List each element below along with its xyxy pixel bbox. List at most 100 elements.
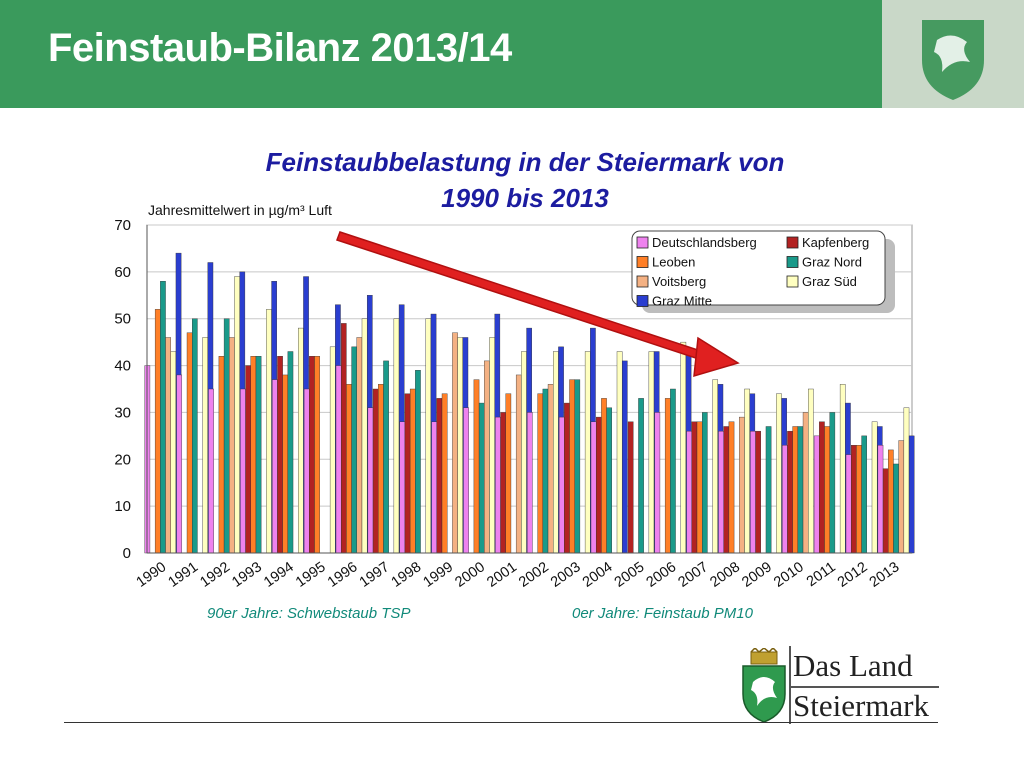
bar <box>739 416 745 554</box>
x-tick-label: 2008 <box>707 559 743 591</box>
bar <box>670 388 676 554</box>
bar <box>569 379 575 554</box>
bar <box>861 435 867 554</box>
y-tick-label: 0 <box>123 545 131 562</box>
bar <box>797 426 804 554</box>
bar <box>574 379 581 554</box>
bar <box>346 384 352 554</box>
bar <box>415 370 421 554</box>
bar <box>165 337 171 554</box>
bar <box>648 351 655 554</box>
brand-line-2: Steiermark <box>793 688 930 723</box>
bar <box>845 454 852 554</box>
bar <box>664 398 671 554</box>
bar <box>702 412 708 554</box>
styrian-coat-of-arms-icon <box>742 648 786 723</box>
bar <box>351 346 357 554</box>
bar <box>584 351 591 554</box>
bar <box>457 337 464 554</box>
bar <box>616 351 623 554</box>
bar <box>266 309 272 554</box>
bar <box>871 421 878 554</box>
bar <box>515 374 522 554</box>
bar <box>335 365 342 554</box>
bar <box>340 323 347 554</box>
x-tick-label: 2013 <box>867 559 903 591</box>
bar <box>888 449 894 554</box>
bar <box>601 398 607 554</box>
bar <box>298 327 304 554</box>
bar <box>564 402 570 554</box>
bar <box>309 356 315 554</box>
bar <box>606 407 612 554</box>
bar <box>367 407 374 554</box>
legend-swatch <box>636 295 649 307</box>
bar <box>277 356 283 554</box>
x-tick-label: 1995 <box>293 559 329 591</box>
bar <box>425 318 432 554</box>
x-tick-label: 1996 <box>325 559 361 591</box>
legend-swatch <box>636 275 649 288</box>
legend-swatch <box>786 256 799 268</box>
legend-swatch <box>786 275 799 288</box>
y-tick-label: 30 <box>114 404 131 421</box>
x-tick-label: 1993 <box>229 559 265 591</box>
y-tick-label: 20 <box>114 451 131 468</box>
x-tick-label: 2004 <box>580 559 616 591</box>
bar <box>792 426 799 554</box>
bar <box>787 430 793 554</box>
bar <box>473 379 480 554</box>
footer-divider <box>64 722 938 723</box>
bar <box>329 346 336 554</box>
bar <box>595 416 602 554</box>
x-tick-label: 2010 <box>771 559 807 591</box>
bar <box>627 421 634 554</box>
legend-label: Leoben <box>652 255 695 270</box>
bar <box>255 356 262 554</box>
bar <box>824 426 830 554</box>
bar <box>409 388 416 554</box>
legend-swatch <box>786 236 799 249</box>
bar <box>160 281 166 554</box>
bar <box>813 435 820 554</box>
bar <box>372 388 379 554</box>
bar <box>202 337 209 554</box>
x-tick-label: 1994 <box>261 559 297 591</box>
bar <box>542 388 549 554</box>
slide-title: Feinstaub-Bilanz 2013/14 <box>48 26 512 70</box>
brand-line-1: Das Land <box>793 648 913 683</box>
bar <box>802 412 809 554</box>
x-tick-label: 2006 <box>644 559 680 591</box>
bar <box>176 374 183 554</box>
footnote-right: 0er Jahre: Feinstaub PM10 <box>572 605 753 622</box>
chart-title: Feinstaubbelastung in der Steiermark von… <box>160 144 890 216</box>
bar <box>839 384 846 554</box>
bar <box>750 430 756 554</box>
legend-box <box>631 230 886 306</box>
bar <box>484 360 490 554</box>
legend-label: Voitsberg <box>652 274 706 289</box>
bar <box>728 421 735 554</box>
legend-label: Graz Mitte <box>652 294 712 309</box>
bar <box>303 388 310 554</box>
bar <box>776 393 782 554</box>
bar <box>452 332 458 554</box>
bar <box>877 445 884 554</box>
bar <box>882 468 889 554</box>
bar <box>903 407 910 554</box>
bar <box>893 463 899 554</box>
x-tick-label: 2002 <box>516 559 552 591</box>
title-bar: Feinstaub-Bilanz 2013/14 <box>0 0 882 108</box>
x-tick-label: 2009 <box>739 559 775 591</box>
legend-label: Graz Nord <box>802 255 862 270</box>
bar <box>287 351 294 554</box>
bar <box>898 440 905 554</box>
legend-label: Kapfenberg <box>802 235 869 250</box>
bar <box>718 430 724 554</box>
bar <box>399 421 406 554</box>
bar <box>696 421 703 554</box>
bar <box>712 379 719 554</box>
bar <box>441 393 448 554</box>
bar <box>553 351 559 554</box>
chart-bars <box>144 252 915 554</box>
